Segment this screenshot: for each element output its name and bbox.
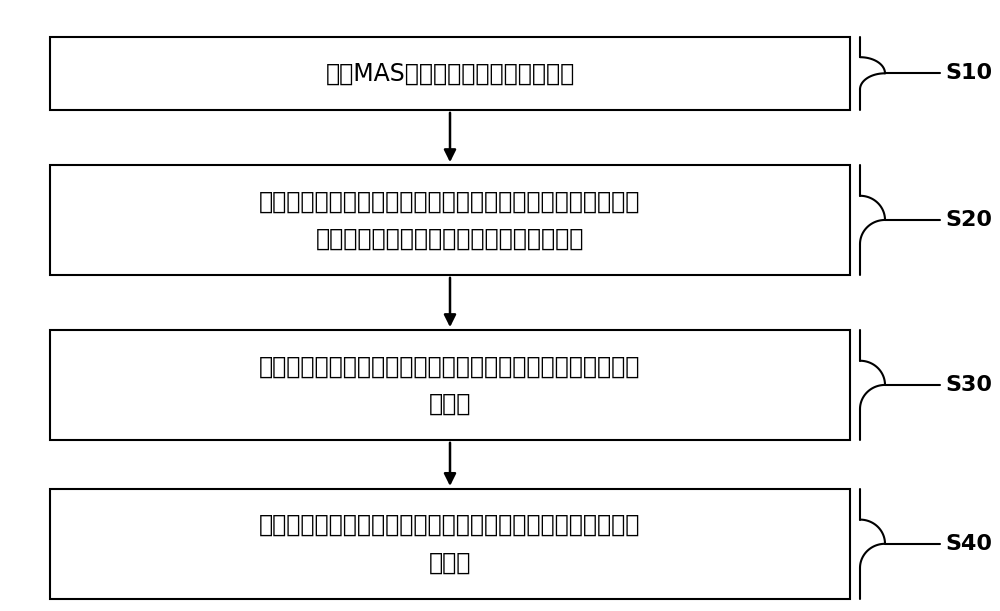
Text: S30: S30 xyxy=(945,375,992,395)
FancyBboxPatch shape xyxy=(50,165,850,275)
Text: 基于MAS系统构建操作票多智能模型: 基于MAS系统构建操作票多智能模型 xyxy=(325,61,575,86)
Text: 利用所述操作票多智能模型，对电网线路的操作任务进行分解
协调，确定操作设备及操作设备的运行状态: 利用所述操作票多智能模型，对电网线路的操作任务进行分解 协调，确定操作设备及操作… xyxy=(259,189,641,251)
Text: S10: S10 xyxy=(945,64,992,83)
Text: S20: S20 xyxy=(945,210,992,230)
FancyBboxPatch shape xyxy=(50,489,850,599)
Text: 设置排序规则，根据所述排序规则对操作设备进行排序，生成
操作票: 设置排序规则，根据所述排序规则对操作设备进行排序，生成 操作票 xyxy=(259,354,641,415)
Text: S40: S40 xyxy=(945,534,992,554)
Text: 下发审核指令至调度员，待审核通过后使所述调度员执行所述
操作票: 下发审核指令至调度员，待审核通过后使所述调度员执行所述 操作票 xyxy=(259,513,641,574)
FancyBboxPatch shape xyxy=(50,330,850,440)
FancyBboxPatch shape xyxy=(50,37,850,110)
